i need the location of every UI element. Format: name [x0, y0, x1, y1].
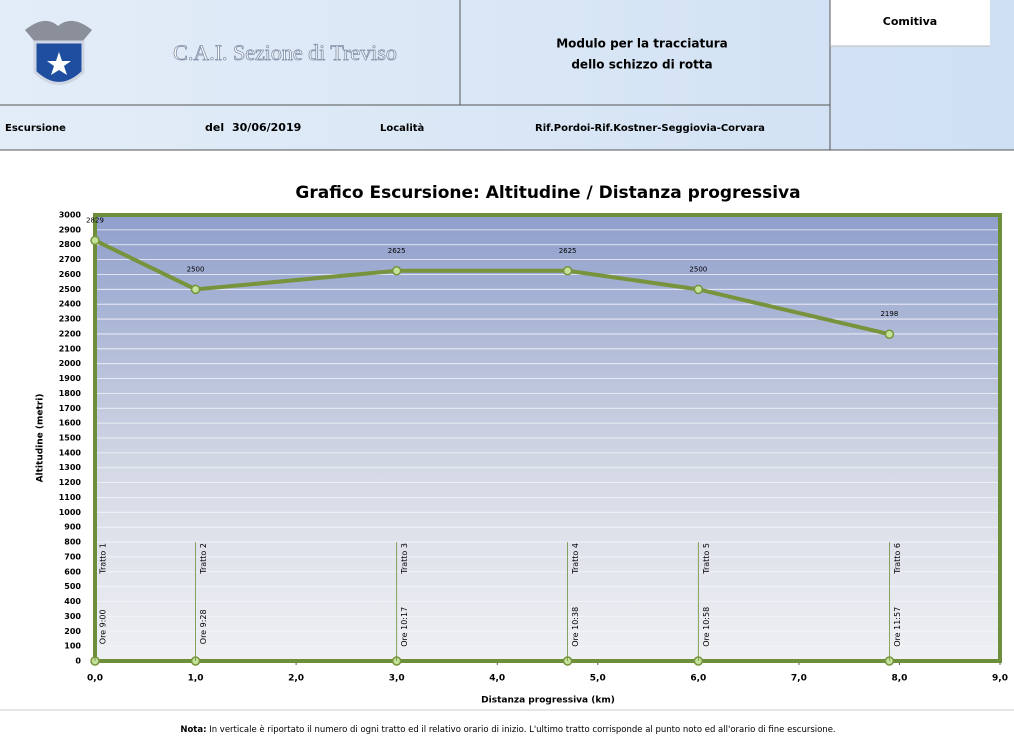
place-label: Località [380, 122, 424, 134]
x-tick-label: 7,0 [791, 674, 807, 684]
org-title: C.A.I. Sezione di Treviso [173, 40, 397, 65]
y-tick-label: 300 [64, 612, 81, 621]
group-label: Comitiva [883, 15, 937, 28]
data-label: 2500 [689, 265, 707, 273]
excursion-label: Escursione [5, 123, 66, 134]
y-tick-label: 0 [75, 657, 81, 666]
segment-label: Tratto 6 [893, 543, 902, 575]
x-tick-label: 2,0 [288, 674, 304, 684]
x-tick-label: 3,0 [389, 674, 405, 684]
y-tick-label: 1000 [59, 508, 82, 517]
y-tick-label: 3000 [59, 211, 82, 220]
y-tick-label: 900 [64, 523, 81, 532]
point [562, 266, 573, 276]
time-label: Ore 9:28 [199, 609, 208, 644]
y-tick-label: 1200 [59, 478, 82, 487]
series-line [94, 238, 890, 337]
point [391, 266, 402, 276]
time-label: Ore 10:58 [702, 607, 711, 647]
point [884, 329, 895, 339]
y-tick-label: 800 [64, 538, 81, 547]
y-tick-label: 2100 [59, 344, 82, 353]
time-label: Ore 9:00 [99, 609, 108, 644]
time-label: Ore 10:38 [571, 607, 580, 647]
y-tick-label: 2200 [59, 329, 82, 338]
y-tick-label: 400 [64, 597, 81, 606]
place: Rif.Pordoi-Rif.Kostner-Seggiovia-Corvara [535, 123, 765, 134]
y-tick-label: 1900 [59, 374, 82, 383]
data-label: 2198 [880, 310, 898, 318]
y-tick-label: 1400 [59, 448, 82, 457]
x-tick-label: 9,0 [992, 674, 1008, 684]
x-tick-label: 6,0 [690, 674, 706, 684]
point [693, 284, 704, 295]
data-label: 2625 [388, 247, 406, 255]
note-label: Nota: [180, 725, 206, 735]
x-tick-label: 1,0 [188, 674, 204, 684]
y-tick-label: 1100 [59, 493, 82, 502]
x-axis-label: Distanza progressiva (km) [481, 696, 615, 706]
note-text: In verticale è riportato il numero di og… [207, 724, 836, 735]
logo [25, 20, 92, 85]
plot-border [93, 213, 1002, 663]
x-tick-label: 8,0 [891, 674, 907, 684]
segment-label: Tratto 3 [400, 543, 409, 575]
data-label: 2625 [559, 247, 577, 255]
y-tick-label: 1700 [59, 404, 82, 413]
y-tick-label: 1800 [59, 389, 82, 398]
group-cell [830, 0, 990, 46]
time-label: Ore 11:57 [893, 607, 902, 647]
segment-label: Tratto 1 [99, 543, 108, 575]
segment-label: Tratto 4 [571, 543, 580, 575]
y-tick-label: 2000 [59, 359, 82, 368]
date: 30/06/2019 [232, 121, 301, 134]
data-label: 2829 [86, 216, 104, 224]
segment-label: Tratto 2 [199, 543, 208, 575]
y-tick-label: 2600 [59, 270, 82, 279]
chart-title: Grafico Escursione: Altitudine / Distanz… [295, 183, 800, 203]
x-tick-label: 0,0 [87, 674, 103, 684]
x-tick-label: 4,0 [489, 674, 505, 684]
point [190, 284, 201, 295]
y-tick-label: 2700 [59, 255, 82, 264]
note: Nota: In verticale è riportato il numero… [180, 724, 835, 735]
y-tick-label: 700 [64, 552, 81, 561]
time-label: Ore 10:17 [400, 607, 409, 647]
y-axis-label: Altitudine (metri) [36, 394, 46, 483]
y-tick-label: 200 [64, 627, 81, 636]
x-tick-label: 5,0 [590, 674, 606, 684]
y-tick-label: 2400 [59, 300, 82, 309]
date-label: del [205, 121, 224, 134]
module-line: dello schizzo di rotta [571, 58, 712, 72]
y-tick-label: 1500 [59, 434, 82, 443]
point [90, 235, 100, 246]
y-tick-label: 1600 [59, 419, 82, 428]
y-tick-label: 2300 [59, 315, 82, 324]
segment-label: Tratto 5 [702, 543, 711, 575]
y-tick-label: 1300 [59, 463, 82, 472]
data-label: 2500 [187, 265, 205, 273]
y-tick-label: 500 [64, 582, 81, 591]
header-lines [0, 0, 1014, 711]
y-tick-label: 600 [64, 567, 81, 576]
y-tick-label: 2900 [59, 225, 82, 234]
y-tick-label: 2800 [59, 240, 82, 249]
y-tick-label: 100 [64, 642, 81, 651]
module-line: Modulo per la tracciatura [556, 37, 728, 51]
y-tick-label: 2500 [59, 285, 82, 294]
